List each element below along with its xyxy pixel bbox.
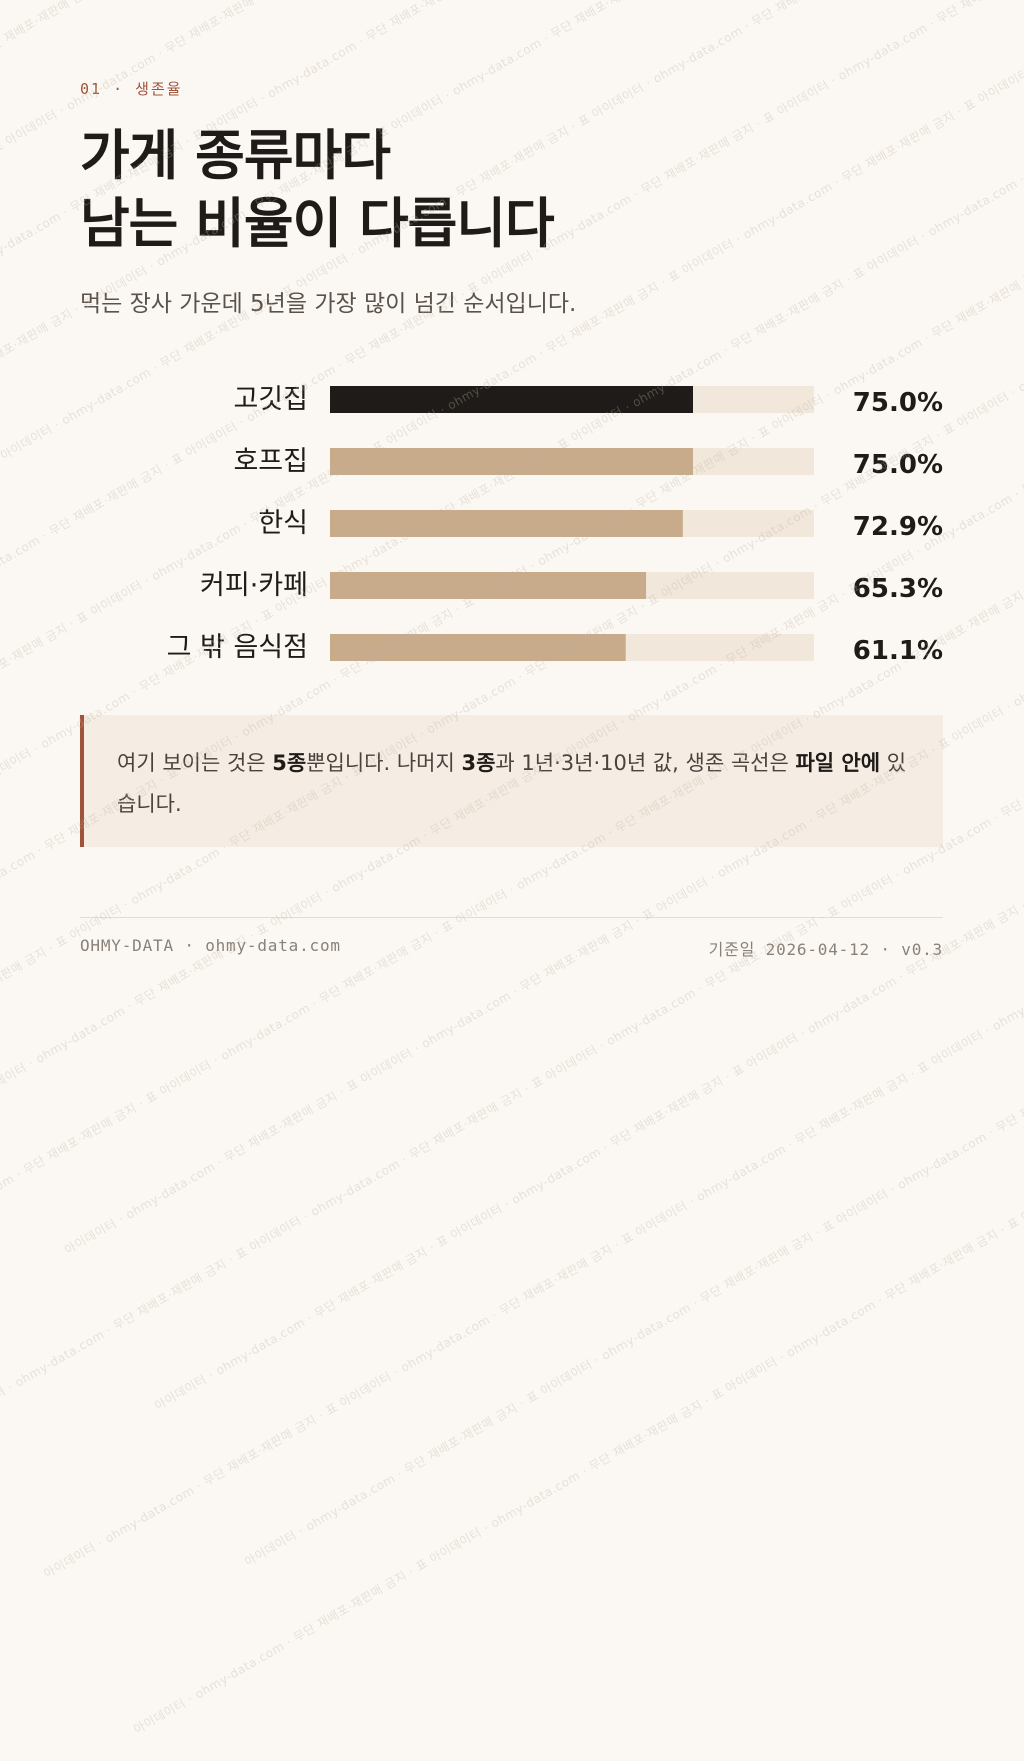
note-text-3: 과 1년·3년·10년 값, 생존 곡선은 — [495, 751, 796, 775]
section-eyebrow: 01 · 생존율 — [80, 80, 183, 98]
note-text-2: 뿐입니다. 나머지 — [306, 751, 462, 775]
title-line-1: 가게 종류마다 — [80, 124, 391, 187]
value-label: 75.0% — [852, 387, 943, 418]
note-bold-3: 파일 안에 — [795, 751, 881, 775]
note-text-4: 있습니다. — [117, 751, 907, 816]
footer-date-version: 기준일 2026-04-12 · v0.3 — [708, 940, 943, 959]
note-text-1: 여기 보이는 것은 — [117, 751, 273, 775]
bar — [330, 510, 683, 537]
category-label: 커피·카페 — [200, 569, 308, 601]
bar — [330, 572, 647, 599]
value-label: 61.1% — [852, 635, 943, 666]
watermark-row: 아이데이터 · ohmy-data.com · 무단 재배포·재판매 금지 · … — [131, 361, 1024, 1737]
survival-bar-chart: 고깃집 75.0% 호프집 75.0% 한식 72.9% 커피·카페 65.3% 그 밖 음식점… — [0, 366, 1024, 686]
category-label: 호프집 — [233, 445, 308, 477]
info-note: 여기 보이는 것은 5종뿐입니다. 나머지 3종과 1년·3년·10년 값, 생… — [80, 715, 943, 847]
bar — [330, 386, 693, 413]
category-label: 그 밖 음식점 — [166, 631, 308, 663]
watermark-row: 아이데이터 · ohmy-data.com · 무단 재배포·재판매 금지 · … — [0, 0, 1024, 1102]
note-bold-2: 3종 — [461, 751, 496, 775]
title-line-2: 남는 비율이 다릅니다 — [80, 192, 555, 255]
footer-divider — [80, 917, 943, 918]
value-label: 75.0% — [852, 449, 943, 480]
note-bold-1: 5종 — [272, 751, 307, 775]
bar — [330, 634, 626, 661]
bar — [330, 448, 693, 475]
value-label: 72.9% — [852, 511, 943, 542]
value-label: 65.3% — [852, 573, 943, 604]
category-label: 한식 — [258, 507, 308, 539]
page-subtitle: 먹는 장사 가운데 5년을 가장 많이 넘긴 순서입니다. — [80, 291, 577, 317]
footer-brand: OHMY-DATA · ohmy-data.com — [80, 936, 341, 955]
bar-chart-svg — [330, 386, 814, 661]
page-title: 가게 종류마다 남는 비율이 다릅니다 — [80, 122, 940, 258]
category-label: 고깃집 — [233, 383, 308, 415]
